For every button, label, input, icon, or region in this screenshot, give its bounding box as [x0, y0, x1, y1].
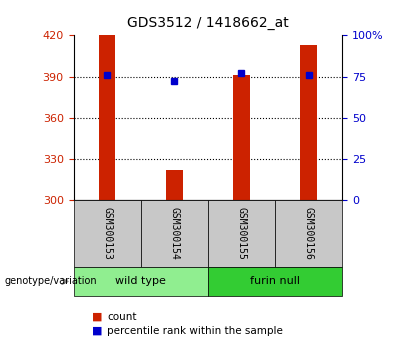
- Text: percentile rank within the sample: percentile rank within the sample: [107, 326, 283, 336]
- Text: count: count: [107, 312, 136, 322]
- Bar: [141, 200, 208, 267]
- Text: ■: ■: [92, 326, 103, 336]
- Text: furin null: furin null: [250, 276, 300, 286]
- Text: genotype/variation: genotype/variation: [4, 276, 97, 286]
- Text: wild type: wild type: [115, 276, 166, 286]
- Text: GSM300155: GSM300155: [236, 207, 247, 260]
- Bar: [166, 170, 183, 200]
- Text: GSM300154: GSM300154: [169, 207, 179, 260]
- Text: GSM300153: GSM300153: [102, 207, 112, 260]
- Text: GDS3512 / 1418662_at: GDS3512 / 1418662_at: [127, 16, 289, 30]
- Text: ■: ■: [92, 312, 103, 322]
- Bar: [208, 200, 275, 267]
- Bar: [74, 200, 141, 267]
- Bar: [233, 75, 250, 200]
- Bar: [208, 267, 342, 296]
- Text: GSM300156: GSM300156: [304, 207, 314, 260]
- Bar: [300, 45, 317, 200]
- Bar: [74, 267, 208, 296]
- Bar: [99, 35, 116, 200]
- Bar: [275, 200, 342, 267]
